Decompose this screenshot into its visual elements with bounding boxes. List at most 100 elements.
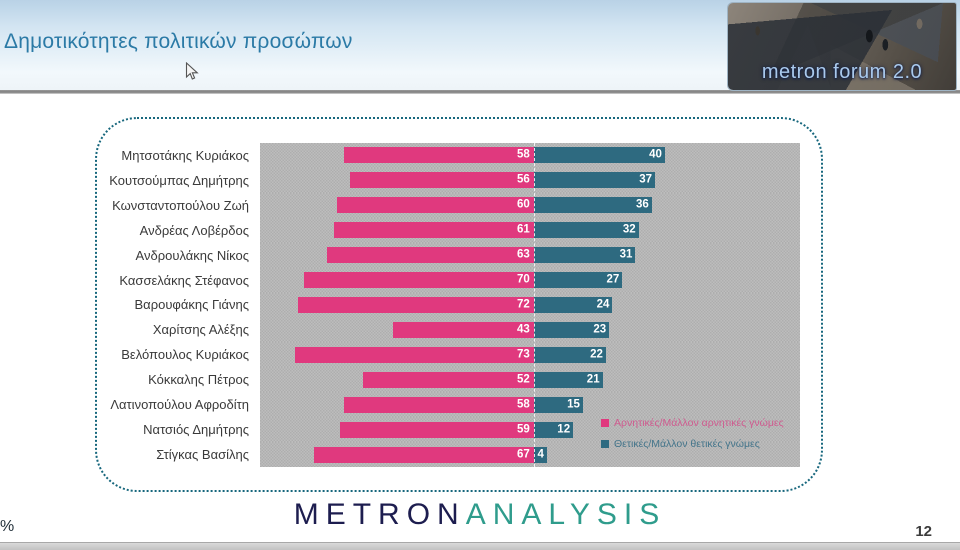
positive-bar: 23 (533, 321, 610, 338)
chart-row: Ανδρουλάκης Νίκος 63 31 (97, 242, 800, 268)
negative-bar: 58 (343, 396, 534, 413)
legend-item-negative: Αρνητικές/Μάλλον αρνητικές γνώμες (601, 417, 784, 429)
negative-value-label: 52 (516, 373, 530, 385)
chart-row: Κόκκαλης Πέτρος 52 21 (97, 367, 800, 393)
category-label: Χαρίτσης Αλέξης (152, 322, 249, 338)
category-label: Κόκκαλης Πέτρος (148, 372, 249, 388)
metron-forum-logo: metron forum 2.0 (728, 3, 956, 90)
bar-track: 52 21 (260, 367, 800, 393)
chart-panel: Μητσοτάκης Κυριάκος 58 40 Κουτσούμπας Δημήτ… (95, 117, 823, 492)
category-label: Κασσελάκης Στέφανος (119, 272, 249, 288)
chart-row: Βελόπουλος Κυριάκος 73 22 (97, 342, 800, 368)
positive-bar: 12 (533, 421, 574, 438)
negative-value-label: 73 (516, 348, 530, 361)
bar-track: 61 32 (260, 217, 800, 243)
positive-bar: 32 (533, 222, 639, 239)
chart-row: Νατσιός Δημήτρης 59 12 (97, 417, 800, 443)
positive-value-label: 32 (622, 223, 636, 236)
page-number: 12 (915, 523, 932, 540)
bar-track: 73 22 (260, 342, 800, 368)
category-label: Βαρουφάκης Γιάνης (134, 297, 249, 313)
positive-bar: 36 (533, 197, 652, 214)
negative-bar: 72 (297, 296, 534, 313)
header-divider (0, 90, 960, 94)
positive-bar: 22 (533, 346, 606, 363)
metron-analysis-wordmark: METRONANALYSIS (0, 498, 960, 532)
positive-value-label: 4 (537, 447, 544, 460)
positive-bar: 4 (533, 446, 547, 463)
negative-bar: 60 (337, 197, 534, 214)
bar-track: 67 4 (260, 442, 800, 467)
positive-value-label: 23 (593, 323, 607, 336)
category-label: Νατσιός Δημήτρης (143, 422, 249, 438)
positive-value-label: 24 (596, 298, 610, 311)
negative-bar: 70 (304, 272, 534, 289)
negative-value-label: 61 (516, 223, 530, 236)
category-label: Βελόπουλος Κυριάκος (121, 347, 249, 363)
negative-bar: 73 (294, 346, 534, 363)
zero-axis-line (533, 143, 535, 467)
chart-row: Στίγκας Βασίλης 67 4 (97, 442, 800, 467)
negative-legend-swatch (601, 419, 609, 427)
chart-row: Κουτσούμπας Δημήτρης 56 37 (97, 167, 800, 193)
positive-bar: 24 (533, 296, 613, 313)
bar-track: 58 40 (260, 143, 800, 168)
negative-value-label: 56 (516, 173, 530, 186)
positive-legend-label: Θετικές/Μάλλον θετικές γνώμες (614, 438, 760, 450)
positive-value-label: 12 (557, 422, 571, 435)
chart-row: Κωνσταντοπούλου Ζωή 60 36 (97, 192, 800, 218)
bar-track: 70 27 (260, 267, 800, 293)
positive-value-label: 37 (639, 173, 653, 186)
chart-row: Μητσοτάκης Κυριάκος 58 40 (97, 143, 800, 168)
category-label: Στίγκας Βασίλης (156, 447, 249, 463)
bar-track: 72 24 (260, 292, 800, 318)
positive-bar: 15 (533, 396, 583, 413)
negative-value-label: 63 (516, 248, 530, 261)
negative-value-label: 70 (516, 273, 530, 286)
category-label: Ανδρέας Λοβέρδος (139, 222, 249, 238)
positive-bar: 40 (533, 147, 665, 164)
negative-value-label: 60 (516, 198, 530, 211)
positive-value-label: 36 (635, 198, 649, 211)
chart-legend: Αρνητικές/Μάλλον αρνητικές γνώμες Θετικέ… (601, 417, 784, 459)
positive-value-label: 21 (586, 373, 600, 385)
percent-axis-label: % (0, 518, 15, 535)
chart-row: Λατινοπούλου Αφροδίτη 58 15 (97, 392, 800, 418)
negative-bar: 43 (392, 321, 534, 338)
negative-bar: 56 (350, 172, 534, 189)
positive-value-label: 15 (567, 397, 580, 410)
negative-value-label: 43 (516, 323, 530, 336)
category-label: Κουτσούμπας Δημήτρης (109, 172, 249, 188)
legend-item-positive: Θετικές/Μάλλον θετικές γνώμες (601, 438, 784, 450)
window-bottom-edge (0, 542, 960, 550)
negative-bar: 63 (327, 247, 534, 264)
mouse-cursor-icon (185, 61, 199, 87)
category-label: Μητσοτάκης Κυριάκος (121, 147, 249, 163)
chart-rows: Μητσοτάκης Κυριάκος 58 40 Κουτσούμπας Δημήτ… (97, 143, 800, 467)
positive-bar: 37 (533, 172, 656, 189)
chart-area: Μητσοτάκης Κυριάκος 58 40 Κουτσούμπας Δημήτ… (97, 143, 800, 467)
metron-forum-logo-text: metron forum 2.0 (761, 61, 923, 83)
positive-bar: 31 (533, 247, 636, 264)
negative-bar: 58 (343, 147, 534, 164)
negative-value-label: 58 (516, 397, 530, 410)
negative-bar: 61 (333, 222, 534, 239)
positive-value-label: 22 (590, 348, 603, 361)
negative-bar: 67 (314, 446, 534, 463)
category-label: Κωνσταντοπούλου Ζωή (112, 197, 249, 213)
chart-row: Βαρουφάκης Γιάνης 72 24 (97, 292, 800, 318)
negative-legend-label: Αρνητικές/Μάλλον αρνητικές γνώμες (614, 417, 784, 429)
brand-analysis: ANALYSIS (465, 498, 667, 531)
bar-track: 43 23 (260, 317, 800, 343)
bar-track: 63 31 (260, 242, 800, 268)
negative-value-label: 67 (516, 447, 530, 460)
bar-track: 59 12 (260, 417, 800, 443)
bar-track: 56 37 (260, 167, 800, 193)
chart-row: Χαρίτσης Αλέξης 43 23 (97, 317, 800, 343)
positive-bar: 27 (533, 272, 623, 289)
page-title: Δημοτικότητες πολιτικών προσώπων (4, 30, 353, 53)
chart-row: Ανδρέας Λοβέρδος 61 32 (97, 217, 800, 243)
positive-value-label: 40 (649, 148, 662, 161)
negative-bar: 52 (363, 371, 534, 388)
bar-track: 60 36 (260, 192, 800, 218)
